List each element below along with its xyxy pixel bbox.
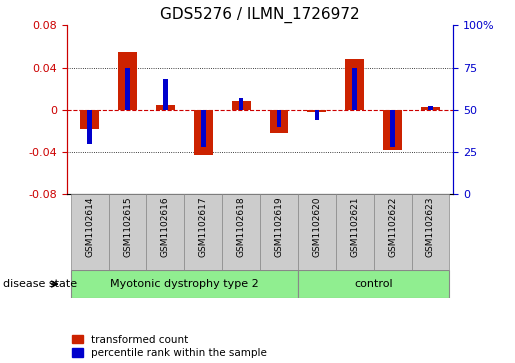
Bar: [156, 105, 175, 110]
Bar: [239, 98, 244, 110]
Bar: [411, 194, 450, 270]
Text: Myotonic dystrophy type 2: Myotonic dystrophy type 2: [110, 279, 259, 289]
Bar: [298, 194, 336, 270]
Text: GSM1102619: GSM1102619: [274, 196, 284, 257]
Bar: [232, 101, 251, 110]
Bar: [146, 194, 184, 270]
Text: GSM1102616: GSM1102616: [161, 196, 170, 257]
Bar: [109, 194, 146, 270]
Bar: [118, 52, 137, 110]
Text: GSM1102622: GSM1102622: [388, 196, 397, 257]
Bar: [88, 110, 92, 143]
Bar: [194, 110, 213, 155]
Text: control: control: [354, 279, 393, 289]
Text: GSM1102623: GSM1102623: [426, 196, 435, 257]
Bar: [269, 110, 288, 133]
Bar: [421, 107, 440, 110]
Bar: [315, 110, 319, 120]
Bar: [390, 110, 395, 147]
Bar: [352, 68, 357, 110]
Text: GSM1102620: GSM1102620: [313, 196, 321, 257]
Bar: [298, 270, 450, 298]
Bar: [307, 110, 327, 112]
Bar: [222, 194, 260, 270]
Bar: [336, 194, 374, 270]
Bar: [163, 79, 168, 110]
Bar: [383, 110, 402, 150]
Bar: [374, 194, 411, 270]
Bar: [184, 194, 222, 270]
Bar: [428, 106, 433, 110]
Bar: [80, 110, 99, 129]
Bar: [345, 59, 364, 110]
Text: GSM1102615: GSM1102615: [123, 196, 132, 257]
Text: GSM1102618: GSM1102618: [236, 196, 246, 257]
Bar: [201, 110, 205, 147]
Bar: [125, 68, 130, 110]
Text: disease state: disease state: [3, 279, 77, 289]
Text: GSM1102621: GSM1102621: [350, 196, 359, 257]
Bar: [71, 194, 109, 270]
Bar: [260, 194, 298, 270]
Legend: transformed count, percentile rank within the sample: transformed count, percentile rank withi…: [72, 335, 267, 358]
Bar: [277, 110, 281, 127]
Title: GDS5276 / ILMN_1726972: GDS5276 / ILMN_1726972: [160, 7, 360, 23]
Bar: [71, 270, 298, 298]
Text: GSM1102617: GSM1102617: [199, 196, 208, 257]
Text: GSM1102614: GSM1102614: [85, 196, 94, 257]
